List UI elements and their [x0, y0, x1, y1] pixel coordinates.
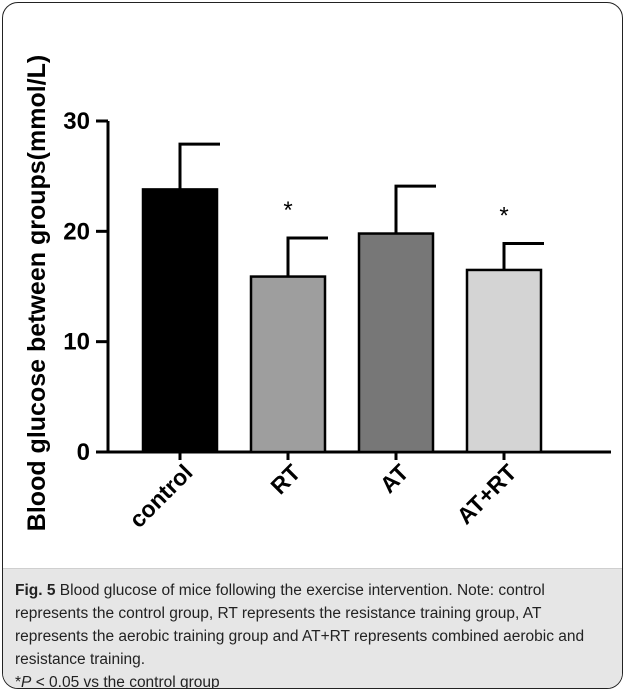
x-tick-label: control: [124, 459, 198, 533]
y-tick-label: 30: [63, 108, 90, 135]
caption-pvalue-p: P: [21, 674, 32, 689]
caption-note: Note: control represents the control gro…: [15, 582, 585, 668]
y-tick-label: 0: [77, 439, 90, 466]
bar-rt: [249, 275, 327, 454]
caption-pvalue-prefix: *: [15, 674, 22, 689]
x-tick-label: AT: [375, 459, 414, 498]
figure-caption: Fig. 5 Blood glucose of mice following t…: [3, 568, 622, 689]
bar-at-rt: [465, 268, 543, 454]
bar-at: [357, 232, 435, 454]
x-tick-label: RT: [265, 459, 305, 499]
y-axis-label: Blood glucose between groups(mmol/L): [23, 55, 51, 531]
y-tick-label: 10: [63, 329, 90, 356]
bar-control: [141, 188, 219, 454]
significance-marker: *: [283, 197, 292, 224]
caption-pvalue-text: < 0.05 vs the control group: [31, 674, 220, 689]
bars-layer: [141, 142, 544, 454]
caption-figure-label: Fig. 5: [15, 582, 56, 599]
significance-marker: *: [499, 202, 508, 229]
x-tick-label: AT+RT: [451, 459, 521, 529]
y-tick-label: 20: [63, 218, 90, 245]
caption-title: Blood glucose of mice following the exer…: [55, 582, 453, 599]
bar-chart: 0 10 20 30 control RT * AT AT+RT * Blood glucose…: [23, 55, 611, 533]
